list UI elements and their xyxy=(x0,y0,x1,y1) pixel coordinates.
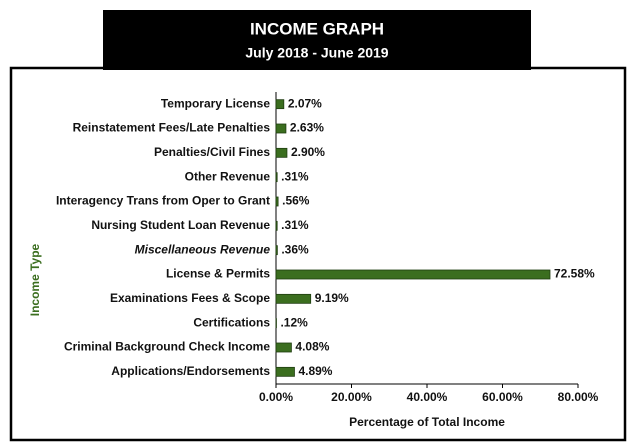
bar xyxy=(275,99,285,110)
bar xyxy=(275,147,288,158)
frame xyxy=(9,66,627,442)
bar xyxy=(275,196,279,207)
data-label: 72.58% xyxy=(554,267,595,281)
y-tick-label: Nursing Student Loan Revenue xyxy=(91,218,270,232)
y-tick-label: Miscellaneous Revenue xyxy=(135,242,271,256)
y-tick-label: Examinations Fees & Scope xyxy=(110,291,270,305)
y-tick-label: Applications/Endorsements xyxy=(111,364,270,378)
bar xyxy=(275,172,278,183)
chart-subtitle: July 2018 - June 2019 xyxy=(245,45,388,61)
bar xyxy=(275,123,287,134)
y-tick-label: Criminal Background Check Income xyxy=(64,340,270,354)
y-tick-label: Temporary License xyxy=(161,96,270,110)
y-tick-label: Certifications xyxy=(193,315,270,329)
data-label: .31% xyxy=(281,218,309,232)
bar xyxy=(275,269,551,280)
title-box xyxy=(103,10,531,70)
data-label: 2.90% xyxy=(291,145,325,159)
data-label: .36% xyxy=(281,242,309,256)
x-tick-label: 80.00% xyxy=(558,390,599,404)
chart-title: INCOME GRAPH xyxy=(250,19,384,38)
bar xyxy=(275,366,295,377)
data-label: .12% xyxy=(280,315,308,329)
data-label: 2.63% xyxy=(290,121,324,135)
data-label: .56% xyxy=(282,194,310,208)
bar xyxy=(275,342,292,353)
y-tick-label: Interagency Trans from Oper to Grant xyxy=(56,194,270,208)
data-label: 2.07% xyxy=(288,96,322,110)
x-axis-label: Percentage of Total Income xyxy=(349,415,505,429)
data-label: 4.89% xyxy=(298,364,332,378)
x-tick-label: 0.00% xyxy=(259,390,293,404)
data-label: .31% xyxy=(281,169,309,183)
y-tick-label: Penalties/Civil Fines xyxy=(154,145,270,159)
x-tick-label: 60.00% xyxy=(482,390,523,404)
data-label: 9.19% xyxy=(315,291,349,305)
bar xyxy=(275,220,278,231)
y-tick-label: Reinstatement Fees/Late Penalties xyxy=(73,121,271,135)
x-tick-label: 40.00% xyxy=(407,390,448,404)
x-tick-label: 20.00% xyxy=(331,390,372,404)
y-tick-label: Other Revenue xyxy=(185,169,271,183)
bar xyxy=(275,245,278,256)
y-tick-label: License & Permits xyxy=(166,267,270,281)
bar xyxy=(275,293,312,304)
data-label: 4.08% xyxy=(295,340,329,354)
y-axis-label: Income Type xyxy=(28,243,42,316)
